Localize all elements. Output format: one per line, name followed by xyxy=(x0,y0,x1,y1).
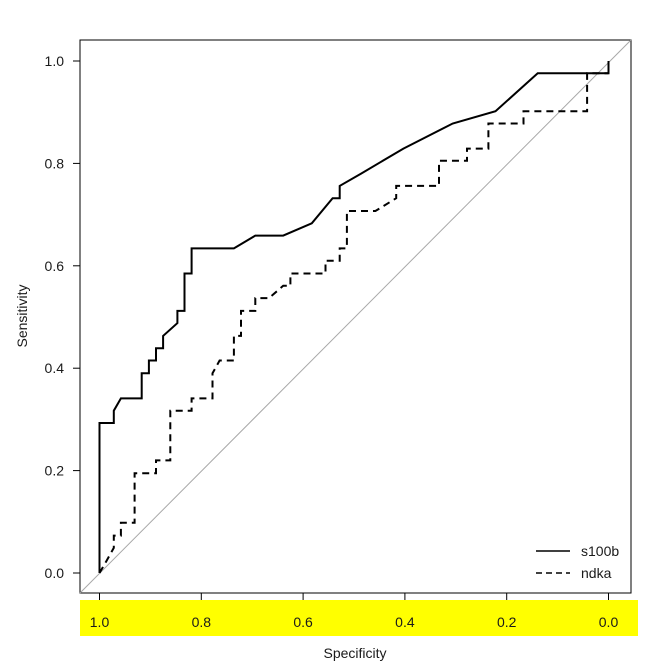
y-tick-label: 0.0 xyxy=(45,565,65,581)
y-tick-label: 0.8 xyxy=(45,155,65,171)
y-axis-title: Sensitivity xyxy=(14,284,30,347)
x-axis: 1.0 0.8 0.6 0.4 0.2 0.0 xyxy=(90,593,619,630)
x-tick-label: 0.4 xyxy=(395,614,415,630)
y-tick-label: 1.0 xyxy=(45,53,65,69)
y-tick-label: 0.2 xyxy=(45,463,65,479)
legend: s100b ndka xyxy=(536,543,619,581)
y-tick-label: 0.4 xyxy=(45,360,65,376)
y-axis: 0.0 0.2 0.4 0.6 0.8 1.0 xyxy=(45,53,80,581)
legend-label-ndka: ndka xyxy=(581,565,612,581)
plot-frame xyxy=(79,39,632,594)
x-tick-label: 0.6 xyxy=(293,614,313,630)
x-tick-label: 0.8 xyxy=(192,614,212,630)
series-layer xyxy=(98,61,610,574)
x-tick-label: 0.2 xyxy=(497,614,517,630)
diagonal-reference-line xyxy=(79,39,632,594)
roc-curve-ndka xyxy=(98,72,609,574)
x-tick-label: 1.0 xyxy=(90,614,110,630)
x-tick-label: 0.0 xyxy=(599,614,619,630)
y-tick-label: 0.6 xyxy=(45,258,65,274)
x-tick-band xyxy=(80,600,638,636)
x-axis-title: Specificity xyxy=(323,645,386,661)
legend-label-s100b: s100b xyxy=(581,543,619,559)
roc-curve-s100b xyxy=(98,61,610,573)
